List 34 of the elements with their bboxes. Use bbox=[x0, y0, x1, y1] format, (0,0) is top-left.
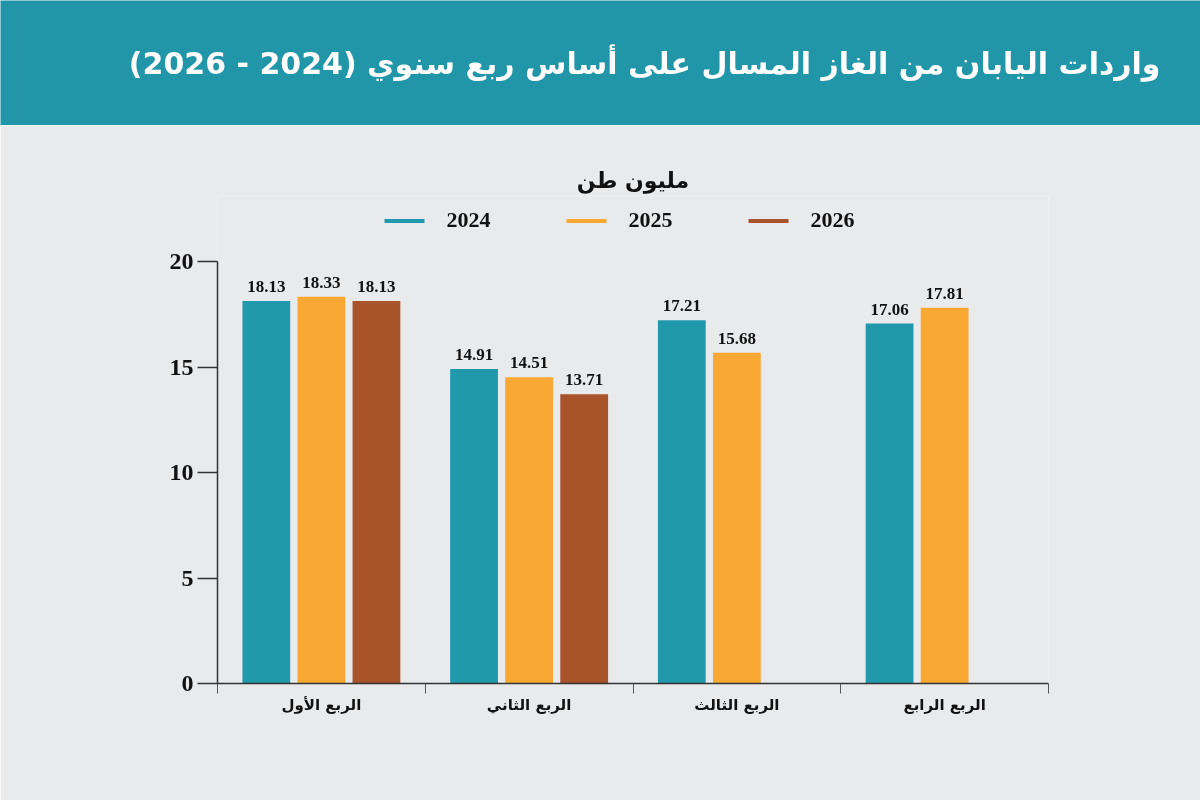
bar bbox=[865, 323, 914, 684]
data-label: 17.21 bbox=[662, 296, 701, 316]
x-tick-label: الربع الرابع bbox=[903, 695, 986, 714]
chart-subtitle: مليون طن bbox=[576, 167, 690, 194]
bar bbox=[242, 300, 291, 684]
bar bbox=[712, 352, 761, 684]
data-label: 14.91 bbox=[454, 344, 494, 364]
bar bbox=[560, 394, 609, 684]
bar bbox=[297, 296, 346, 684]
legend-label: 2025 bbox=[628, 207, 673, 233]
data-label: 18.13 bbox=[247, 276, 286, 296]
data-label: 17.06 bbox=[870, 299, 909, 319]
data-label: 15.68 bbox=[717, 328, 756, 348]
x-tick-label: الربع الأول bbox=[281, 695, 362, 714]
data-label: 18.33 bbox=[302, 272, 341, 292]
y-tick-label: 20 bbox=[169, 248, 194, 274]
y-tick-label: 5 bbox=[181, 564, 194, 591]
y-tick-label: 15 bbox=[169, 353, 194, 380]
legend-label: 2026 bbox=[810, 207, 855, 233]
bar bbox=[920, 307, 969, 684]
data-label: 17.81 bbox=[925, 283, 964, 303]
data-label: 18.13 bbox=[357, 276, 396, 296]
legend-label: 2024 bbox=[446, 207, 491, 233]
chart-title: واردات اليابان من الغاز المسال على أساس ربع سنوي (2024 - 2026) bbox=[128, 44, 1161, 82]
y-tick-label: 0 bbox=[181, 670, 194, 696]
data-label: 13.71 bbox=[565, 370, 604, 390]
x-tick-label: الربع الثالث bbox=[694, 695, 780, 714]
bar bbox=[505, 377, 554, 684]
y-tick-label: 10 bbox=[169, 459, 194, 485]
data-label: 14.51 bbox=[510, 353, 549, 373]
bar bbox=[352, 300, 401, 684]
x-tick-label: الربع الثاني bbox=[486, 695, 572, 714]
bar bbox=[450, 368, 498, 684]
bar bbox=[657, 320, 706, 684]
